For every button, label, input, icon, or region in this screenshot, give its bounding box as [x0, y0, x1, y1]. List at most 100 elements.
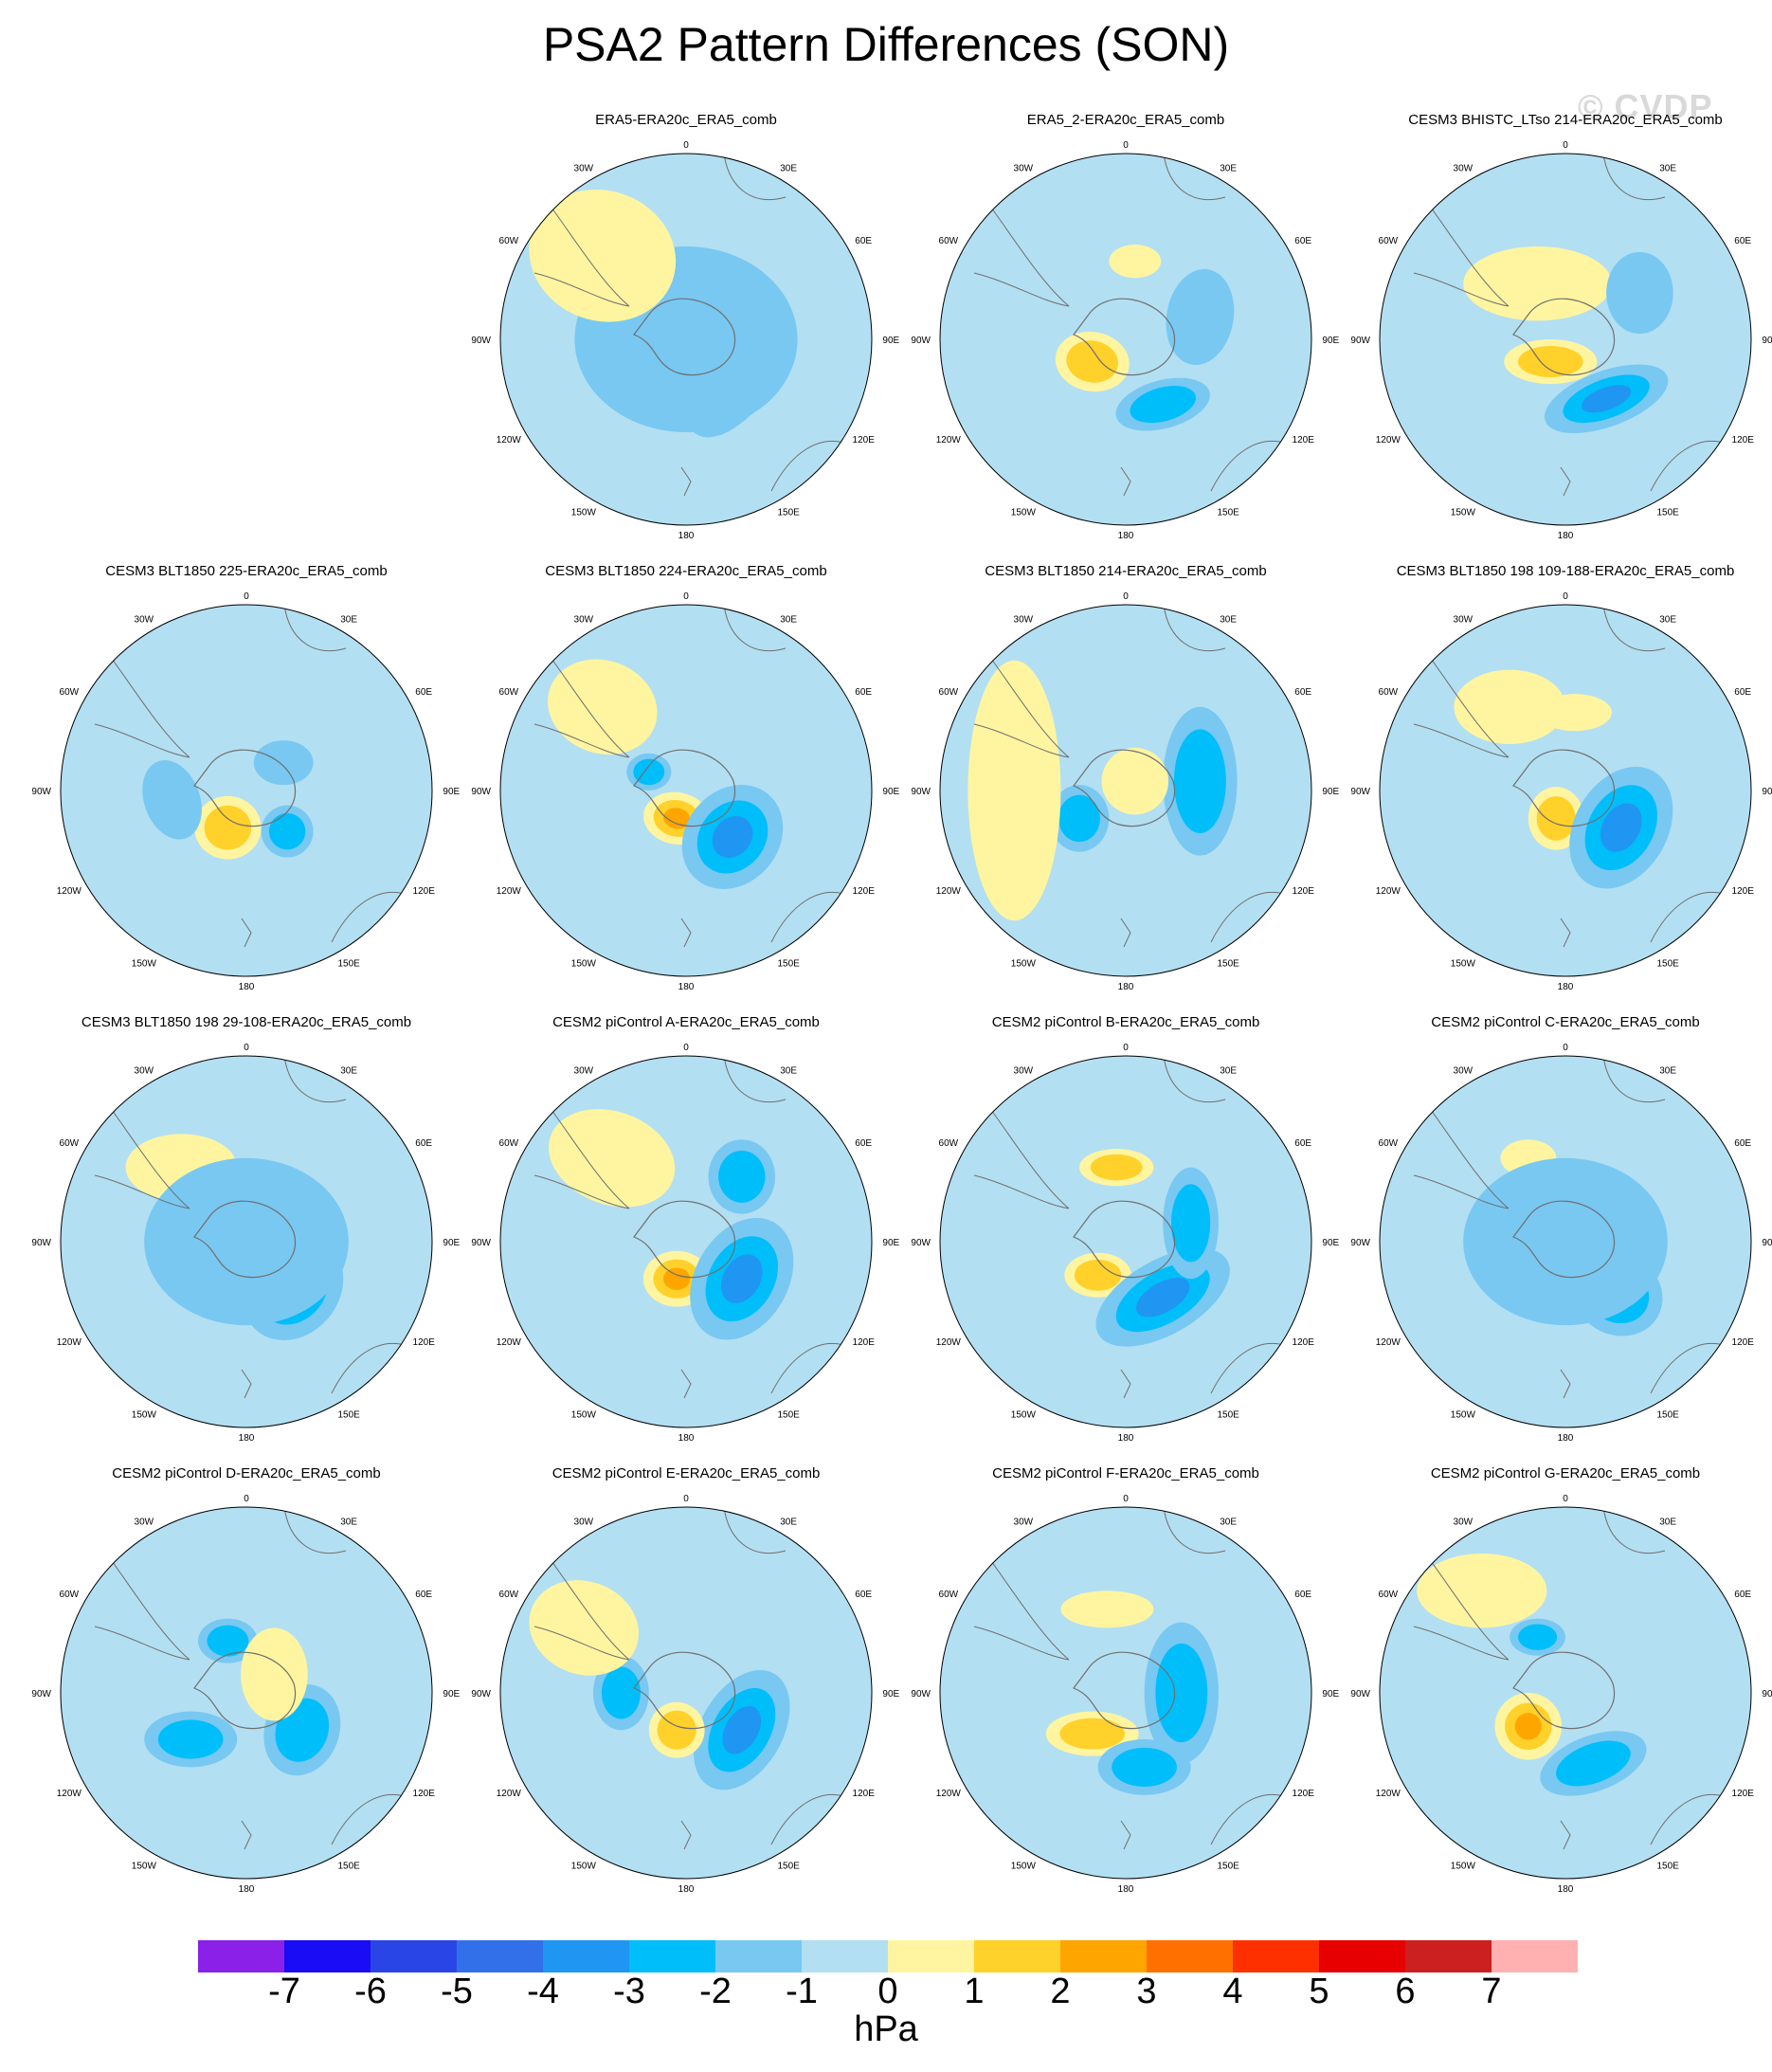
- colorbar-swatch: [974, 1940, 1060, 1972]
- africa-coastline: [1163, 1056, 1226, 1103]
- longitude-label: 150W: [571, 1409, 597, 1420]
- negative-anomaly-contour: [601, 1666, 641, 1719]
- positive-anomaly-contour: [1059, 1718, 1126, 1750]
- longitude-label: 120W: [57, 1789, 82, 1799]
- new-zealand-coastline: [680, 1820, 692, 1850]
- longitude-label: 180: [239, 1433, 255, 1444]
- polar-stereographic-map: 0 30E 60E 90E 120E 150E 180 150W 120W 90W 60W 30W: [471, 1043, 899, 1444]
- longitude-label: 30E: [780, 164, 797, 174]
- longitude-label: 120E: [853, 1337, 876, 1348]
- africa-coastline: [1602, 1056, 1666, 1103]
- polar-stereographic-map: 0 30E 60E 90E 120E 150E 180 150W 120W 90W 60W 30W: [31, 591, 460, 992]
- antarctica-coastline: [633, 1651, 736, 1730]
- longitude-label: 30E: [340, 1066, 357, 1077]
- polar-stereographic-map: 0 30E 60E 90E 120E 150E 180 150W 120W 90W 60W 30W: [471, 591, 899, 992]
- antarctica-coastline: [1073, 298, 1176, 376]
- longitude-label: 30E: [1220, 615, 1237, 626]
- south-america-coastline: [973, 196, 1070, 307]
- longitude-label: 180: [1118, 1433, 1134, 1444]
- map-panel: CESM3 BLT1850 225-ERA20c_ERA5_comb 0 30E 60…: [27, 563, 466, 1003]
- australia-coastline: [1210, 1342, 1288, 1394]
- longitude-label: 90W: [911, 336, 931, 346]
- longitude-label: 120E: [413, 886, 436, 897]
- longitude-label: 120E: [853, 435, 876, 445]
- australia-coastline: [770, 1342, 848, 1394]
- longitude-label: 120E: [1732, 435, 1755, 445]
- colorbar-tick-labels: -7 -6 -5 -4 -3 -2 -1 0 1 2 3 4 5 6 7: [0, 1972, 1772, 2019]
- longitude-label: 180: [1558, 1433, 1574, 1444]
- longitude-label: 90W: [471, 336, 491, 346]
- longitude-label: 90E: [1322, 1689, 1339, 1699]
- longitude-label: 30W: [574, 1066, 594, 1077]
- colorbar-swatch: [198, 1940, 284, 1972]
- colorbar-tick-label: -1: [786, 1972, 818, 2011]
- antarctica-coastline: [1512, 749, 1616, 827]
- antarctica-coastline: [193, 1651, 297, 1730]
- colorbar-swatch: [1405, 1940, 1492, 1972]
- anomaly-field-background: [1380, 1507, 1751, 1879]
- australia-coastline: [770, 891, 848, 943]
- map-panel: CESM2 piControl A-ERA20c_ERA5_comb 0 30E 60…: [466, 1014, 906, 1454]
- longitude-label: 120W: [497, 886, 522, 897]
- anomaly-field-background: [61, 605, 432, 976]
- new-zealand-coastline: [241, 1820, 252, 1850]
- panel-title: CESM2 piControl C-ERA20c_ERA5_comb: [1431, 1014, 1700, 1030]
- longitude-label: 90E: [882, 336, 899, 346]
- panel-title: CESM3 BLT1850 198 109-188-ERA20c_ERA5_co…: [1396, 563, 1735, 579]
- longitude-label: 120W: [57, 886, 82, 897]
- africa-coastline: [283, 1056, 347, 1103]
- negative-anomaly-contour: [157, 1719, 224, 1759]
- longitude-label: 150W: [571, 958, 597, 969]
- positive-anomaly-contour: [967, 660, 1061, 921]
- longitude-label: 90W: [31, 1238, 51, 1248]
- colorbar-swatch: [284, 1940, 371, 1972]
- panel-title: CESM2 piControl F-ERA20c_ERA5_comb: [992, 1465, 1259, 1481]
- panel-title: CESM2 piControl G-ERA20c_ERA5_comb: [1430, 1465, 1701, 1481]
- longitude-label: 30E: [780, 1066, 797, 1077]
- longitude-label: 30E: [1659, 164, 1676, 174]
- negative-anomaly-contour: [268, 812, 306, 850]
- longitude-label: 120E: [1293, 1337, 1315, 1348]
- longitude-label: 150E: [777, 507, 800, 518]
- map-panel: CESM2 piControl D-ERA20c_ERA5_comb 0 30E 60…: [27, 1465, 466, 1905]
- longitude-label: 150W: [1011, 1409, 1037, 1420]
- longitude-label: 150W: [571, 1861, 597, 1871]
- longitude-label: 150W: [1451, 1861, 1476, 1871]
- negative-anomaly-contour: [1518, 1624, 1558, 1650]
- positive-anomaly-contour: [241, 1627, 308, 1721]
- africa-coastline: [723, 1507, 787, 1554]
- negative-anomaly-contour: [1058, 794, 1100, 843]
- longitude-label: 60E: [855, 687, 872, 698]
- longitude-label: 150W: [132, 1409, 157, 1420]
- longitude-label: 120E: [1293, 1789, 1315, 1799]
- colorbar-tick-label: -3: [613, 1972, 645, 2011]
- longitude-label: 30W: [1454, 1066, 1474, 1077]
- longitude-label: 90W: [1350, 1689, 1370, 1699]
- colorbar-tick-label: 2: [1050, 1972, 1071, 2011]
- colorbar-swatch: [457, 1940, 543, 1972]
- map-panel: CESM3 BHISTC_LTso 214-ERA20c_ERA5_comb 0 3…: [1346, 112, 1772, 552]
- longitude-label: 90W: [471, 1238, 491, 1248]
- colorbar-swatch: [371, 1940, 457, 1972]
- negative-anomaly-contour: [207, 1625, 249, 1657]
- longitude-label: 180: [678, 982, 695, 992]
- polar-stereographic-map: 0 30E 60E 90E 120E 150E 180 150W 120W 90W 60W 30W: [471, 1494, 899, 1895]
- longitude-label: 30W: [1014, 1518, 1034, 1528]
- antarctica-coastline: [1073, 1651, 1176, 1730]
- longitude-label: 150E: [1656, 958, 1679, 969]
- south-america-coastline: [94, 1099, 190, 1209]
- new-zealand-coastline: [1120, 1369, 1131, 1399]
- new-zealand-coastline: [1560, 1369, 1571, 1399]
- south-america-coastline: [973, 1550, 1070, 1661]
- longitude-label: 120E: [1732, 886, 1755, 897]
- colorbar-tick-label: 7: [1481, 1972, 1502, 2011]
- longitude-label: 30E: [1220, 164, 1237, 174]
- longitude-label: 30W: [574, 164, 594, 174]
- positive-anomaly-contour: [657, 1710, 696, 1750]
- longitude-label: 180: [1558, 531, 1574, 541]
- longitude-label: 150E: [337, 1409, 360, 1420]
- new-zealand-coastline: [1120, 918, 1131, 948]
- new-zealand-coastline: [680, 466, 692, 497]
- longitude-label: 180: [678, 1884, 695, 1895]
- panel-title: CESM2 piControl B-ERA20c_ERA5_comb: [991, 1014, 1260, 1030]
